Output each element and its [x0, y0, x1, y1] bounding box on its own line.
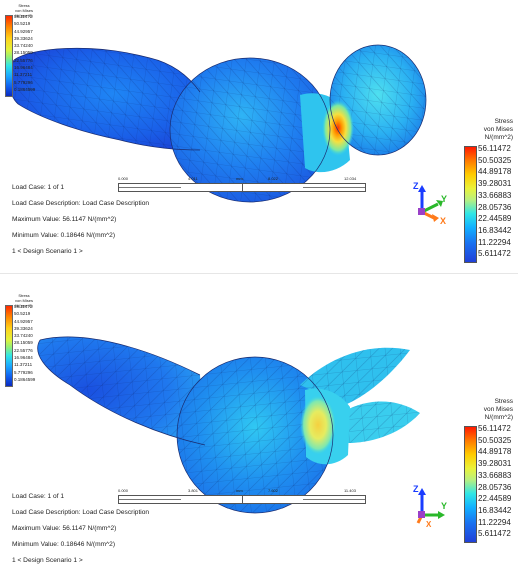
axis-triad-icon: Z Y X [413, 484, 447, 527]
minimum-value: Minimum Value: 0.18646 N/(mm^2) [12, 541, 116, 548]
result-info: Load Case: 1 of 1 Load Case Description:… [12, 180, 149, 260]
maximum-value: Maximum Value: 56.1147 N/(mm^2) [12, 525, 117, 532]
legend-title: Stress von Mises N/(mm^2) [14, 3, 33, 18]
svg-text:X: X [426, 520, 432, 527]
panel-separator [0, 273, 518, 274]
fea-viewport-top[interactable] [0, 0, 518, 275]
color-legend-large: Stress von Mises N/(mm^2) 56.11472 50.503… [460, 398, 518, 543]
load-case-label: Load Case: 1 of 1 [12, 493, 65, 500]
svg-text:X: X [440, 216, 446, 224]
legend-color-bar [464, 426, 477, 543]
result-panel-top: Stress von Mises N/(mm^2) 56.11472 50.521… [0, 0, 518, 275]
design-scenario: 1 < Design Scenario 1 > [12, 248, 83, 255]
legend-title: Stress von Mises N/(mm^2) [14, 293, 33, 308]
svg-text:Y: Y [441, 194, 447, 204]
deformed-model-bottom [37, 336, 420, 514]
legend-title: Stress von Mises N/(mm^2) [483, 398, 513, 421]
svg-text:Y: Y [441, 501, 447, 511]
fea-viewport-bottom[interactable] [0, 275, 518, 550]
color-legend-small: Stress von Mises N/(mm^2) 56.11472 50.521… [4, 3, 60, 97]
result-panel-bottom: Stress von Mises N/(mm^2) 56.11472 50.521… [0, 275, 518, 564]
legend-color-bar [5, 305, 13, 387]
color-legend-small: Stress von Mises N/(mm^2) 56.11472 50.521… [4, 293, 60, 387]
axis-triad-icon: Z Y X [413, 181, 447, 224]
scale-rule [118, 495, 366, 504]
scale-bar: 0.000 3.801 mm 7.602 11.403 [118, 488, 366, 508]
legend-values: 56.11472 50.50325 44.89178 39.28031 33.668… [478, 424, 512, 539]
load-case-description: Load Case Description: Load Case Descrip… [12, 509, 150, 516]
maximum-value: Maximum Value: 56.1147 N/(mm^2) [12, 216, 117, 223]
legend-values: 56.11472 50.5219 44.92957 39.33624 33.7424… [14, 14, 36, 92]
minimum-value: Minimum Value: 0.18646 N/(mm^2) [12, 232, 116, 239]
legend-color-bar [5, 15, 13, 97]
scale-rule [118, 183, 366, 192]
legend-title: Stress von Mises N/(mm^2) [483, 118, 513, 141]
design-scenario: 1 < Design Scenario 1 > [12, 557, 83, 564]
load-case-description: Load Case Description: Load Case Descrip… [12, 200, 150, 207]
load-case-label: Load Case: 1 of 1 [12, 184, 65, 191]
color-legend-large: Stress von Mises N/(mm^2) 56.11472 50.503… [460, 118, 518, 263]
legend-values: 56.11472 50.5219 44.92957 39.33624 33.7424… [14, 304, 36, 382]
svg-text:Z: Z [413, 181, 419, 191]
legend-values: 56.11472 50.50325 44.89178 39.28031 33.668… [478, 144, 512, 259]
legend-color-bar [464, 146, 477, 263]
svg-text:Z: Z [413, 484, 419, 494]
deformed-model-top [8, 44, 427, 203]
scale-bar: 0.000 4.011 mm 8.022 12.034 [118, 176, 366, 196]
